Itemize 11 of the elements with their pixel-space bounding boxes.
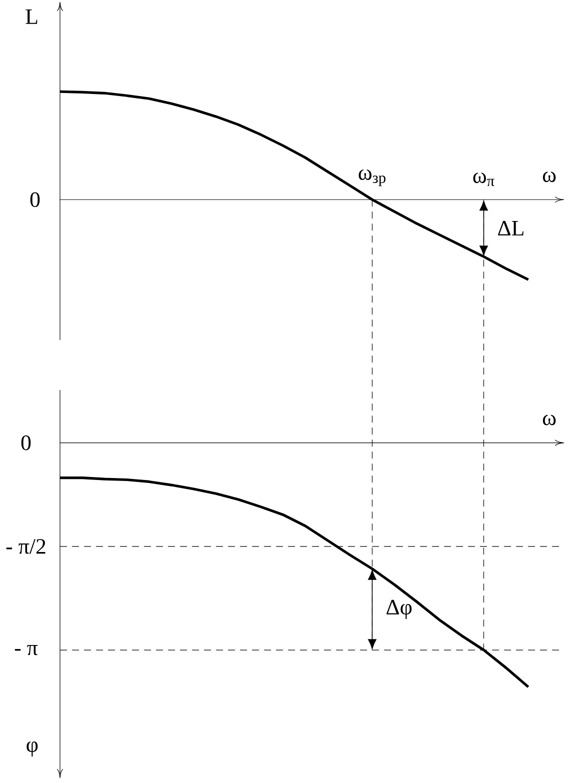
y-axis-title: φ	[26, 741, 38, 757]
x-tick-label: ω$_{π}$	[473, 172, 494, 186]
x-axis-title: ω	[542, 172, 556, 182]
annotation: Δφ	[386, 600, 412, 620]
x-axis-title: ω	[542, 414, 556, 426]
annotation: ΔL	[498, 220, 524, 236]
y-tick-label: 0	[21, 435, 31, 450]
y-tick-label: - π	[14, 644, 38, 656]
y-axis-title: L	[26, 9, 38, 24]
y-tick-label: - π/2	[6, 539, 46, 554]
x-tick-label: ω$_{зр}$	[358, 169, 386, 186]
